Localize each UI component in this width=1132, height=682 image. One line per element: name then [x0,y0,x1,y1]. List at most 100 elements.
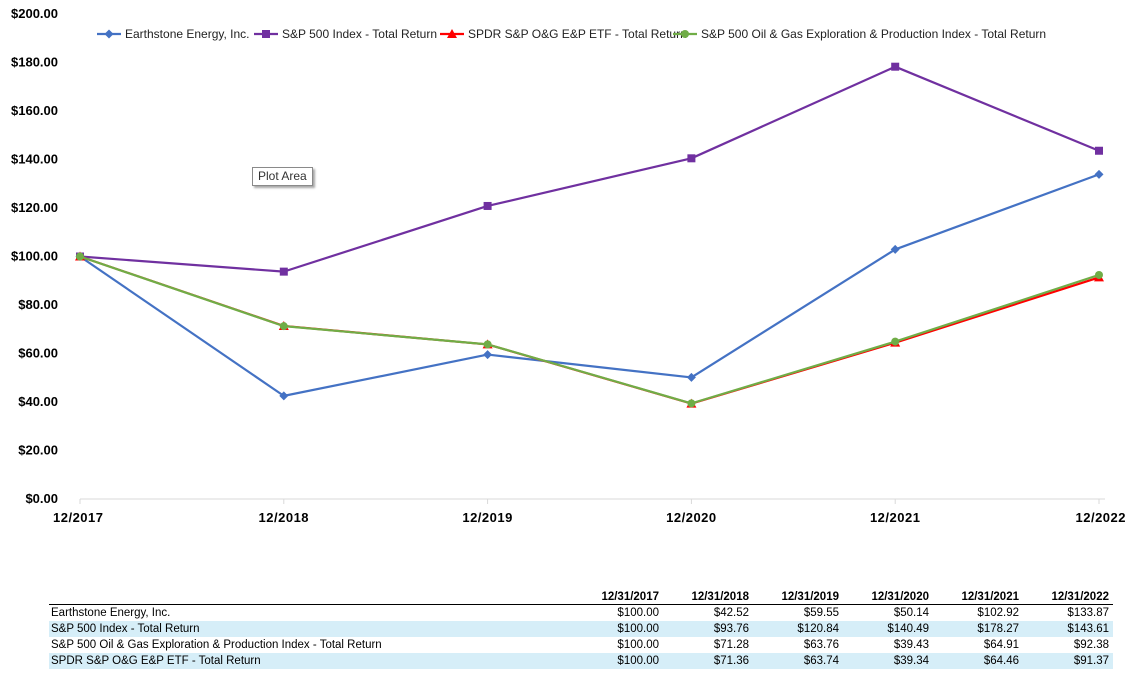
table-cell: $133.87 [1067,607,1109,619]
data-point-square [1095,146,1103,155]
table-cell: $59.55 [803,607,839,619]
data-point-square [483,201,492,210]
table-row-label: Earthstone Energy, Inc. [51,607,171,619]
table-cell: $63.74 [753,653,843,669]
y-tick-label: $40.00 [18,394,58,409]
data-point-circle [681,30,689,38]
legend-label: S&P 500 Index - Total Return [282,27,437,41]
series-line [79,173,1100,397]
data-point-triangle [447,29,457,38]
table-cell: $93.76 [663,621,753,637]
data-point-circle [891,337,900,346]
series-line [79,255,1100,405]
table-cell: $102.92 [977,607,1019,619]
data-point-square [687,154,696,163]
y-tick-label: $140.00 [11,152,58,167]
series-line [79,255,1100,405]
legend-label: SPDR S&P O&G E&P ETF - Total Return [468,27,687,41]
table-cell: $178.27 [933,621,1023,637]
table-row-label: S&P 500 Oil & Gas Exploration & Producti… [51,639,382,651]
data-point-circle [483,340,492,349]
table-cell: $120.84 [753,621,843,637]
series-lines [75,62,1104,408]
data-point-diamond [279,391,289,401]
table-cell: $100.00 [573,653,663,669]
table-header-cell: 12/31/2017 [573,590,663,605]
table-cell: $39.34 [843,653,933,669]
data-point-circle [279,322,288,331]
y-tick-label: $60.00 [18,346,58,361]
x-axis-ticks: 12/2017 12/2018 12/2019 12/2020 12/2021 12/20… [53,499,1126,525]
data-point-square [279,267,288,276]
data-point-diamond [890,244,900,254]
table-header-cell: 12/31/2019 [753,590,843,605]
y-tick-label: $120.00 [11,200,58,215]
table-cell: $92.38 [1073,639,1109,651]
y-tick-label: $180.00 [11,55,58,70]
series-line [79,65,1100,273]
table-header-label [49,590,573,605]
series-2 [75,251,1104,408]
y-tick-label: $20.00 [18,443,58,458]
legend-item: S&P 500 Oil & Gas Exploration & Producti… [673,27,1046,41]
series-3 [76,252,1103,408]
table-cell: $64.46 [933,653,1023,669]
x-tick-label: 12/2020 [666,510,717,525]
table-cell: $42.52 [713,607,749,619]
table-cell: $100.00 [617,639,659,651]
table-row: Earthstone Energy, Inc. $100.00 $42.52 $… [49,605,1113,622]
table-cell: $100.00 [617,607,659,619]
x-tick-label: 12/2019 [462,510,513,525]
plot-area-tooltip: Plot Area [252,167,313,186]
data-point-diamond [1094,169,1104,179]
data-point-diamond [483,350,493,360]
table-row: SPDR S&P O&G E&P ETF - Total Return $100… [49,653,1113,669]
table-cell: $63.76 [803,639,839,651]
table-header-cell: 12/31/2020 [843,590,933,605]
legend-label: Earthstone Energy, Inc. [125,27,250,41]
data-point-diamond [686,372,696,382]
y-tick-label: $80.00 [18,297,58,312]
table-cell: $50.14 [893,607,929,619]
y-tick-label: $100.00 [11,249,58,264]
table-header-cell: 12/31/2021 [933,590,1023,605]
x-tick-label: 12/2022 [1076,510,1127,525]
data-point-square [891,62,900,71]
legend-label: S&P 500 Oil & Gas Exploration & Producti… [701,27,1046,41]
y-axis-ticks: $0.00 $20.00 $40.00 $60.00 $80.00 $100.00 $120… [11,6,58,506]
table-cell: $64.91 [983,639,1019,651]
legend-item: SPDR S&P O&G E&P ETF - Total Return [440,27,687,41]
table-cell: $71.28 [713,639,749,651]
x-tick-label: 12/2017 [53,510,104,525]
table-cell: $71.36 [663,653,753,669]
table-header-row: 12/31/2017 12/31/2018 12/31/2019 12/31/2… [49,590,1113,605]
data-table: 12/31/2017 12/31/2018 12/31/2019 12/31/2… [49,590,1113,669]
table-header-cell: 12/31/2022 [1023,590,1113,605]
series-0 [75,169,1104,401]
data-point-circle [687,399,696,408]
y-tick-label: $160.00 [11,103,58,118]
y-tick-label: $0.00 [25,491,58,506]
data-point-circle [76,252,84,261]
table-cell: $100.00 [573,621,663,637]
x-tick-label: 12/2021 [870,510,921,525]
table-cell: $91.37 [1023,653,1113,669]
data-point-circle [1095,270,1103,279]
legend-item: Earthstone Energy, Inc. [97,27,250,41]
table-header-cell: 12/31/2018 [663,590,753,605]
data-point-square [262,30,270,38]
series-1 [76,62,1103,276]
line-chart: $0.00 $20.00 $40.00 $60.00 $80.00 $100.00 $120… [11,6,1126,525]
table-row-label: S&P 500 Index - Total Return [49,621,573,637]
table-row: S&P 500 Oil & Gas Exploration & Producti… [49,637,1113,653]
y-tick-label: $200.00 [11,6,58,21]
legend: Earthstone Energy, Inc. S&P 500 Index - T… [97,27,1046,41]
table-cell: $143.61 [1023,621,1113,637]
data-point-diamond [104,29,114,39]
table-cell: $39.43 [893,639,929,651]
table-row: S&P 500 Index - Total Return $100.00 $93… [49,621,1113,637]
table-cell: $140.49 [843,621,933,637]
legend-item: S&P 500 Index - Total Return [254,27,437,41]
x-tick-label: 12/2018 [259,510,310,525]
table-row-label: SPDR S&P O&G E&P ETF - Total Return [49,653,573,669]
